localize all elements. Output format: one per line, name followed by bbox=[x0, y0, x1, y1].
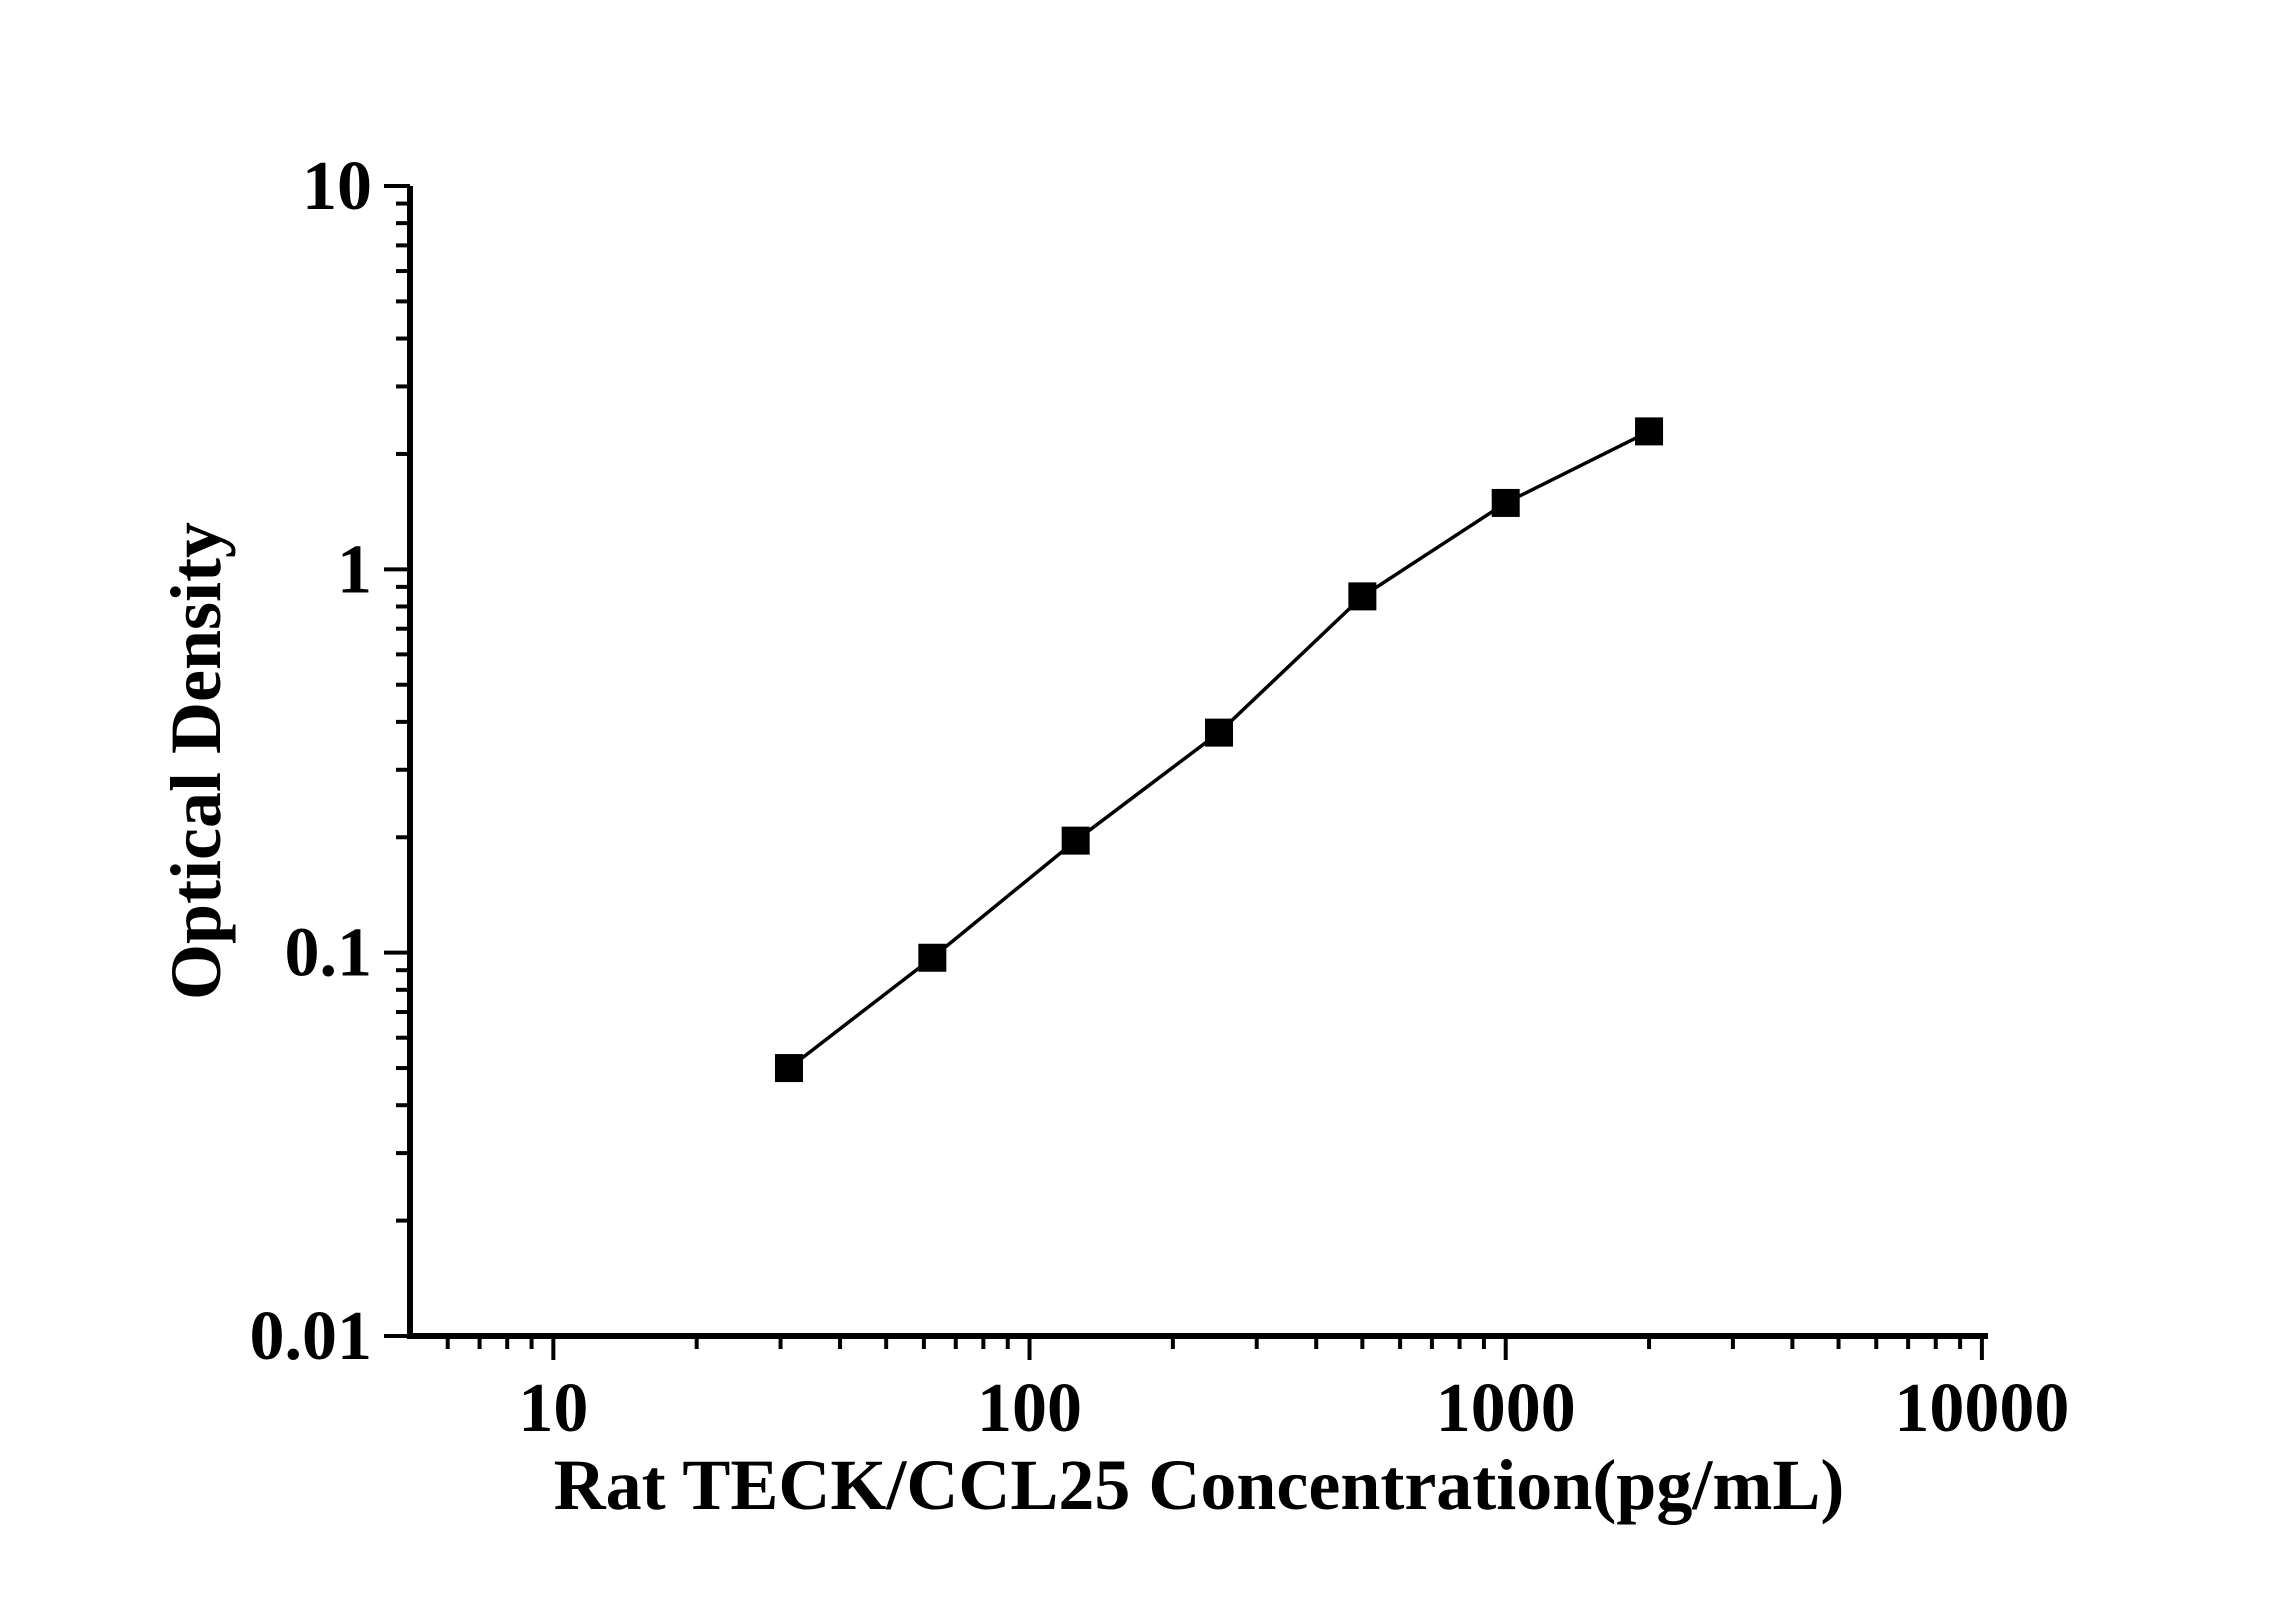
data-point-marker bbox=[1635, 417, 1664, 446]
plot-area: 10 100 1000 10000 0.01 0.1 1 10 bbox=[250, 148, 2070, 1447]
x-tick-label: 100 bbox=[977, 1370, 1082, 1447]
y-tick-label: 0.1 bbox=[285, 915, 373, 992]
data-point-marker bbox=[1491, 488, 1520, 517]
x-axis-title: Rat TECK/CCL25 Concentration(pg/mL) bbox=[554, 1445, 1845, 1525]
y-tick-label: 10 bbox=[302, 148, 372, 225]
y-axis-title: Optical Density bbox=[156, 522, 236, 1000]
data-point-marker bbox=[774, 1054, 803, 1083]
data-point-marker bbox=[1061, 826, 1090, 855]
data-point-marker bbox=[918, 943, 947, 972]
x-tick-label: 10 bbox=[518, 1370, 588, 1447]
data-point-marker bbox=[1348, 582, 1377, 611]
standard-curve-line bbox=[787, 429, 1650, 1070]
data-point-marker bbox=[1205, 718, 1234, 747]
y-tick-label: 0.01 bbox=[250, 1298, 373, 1375]
y-tick-label: 1 bbox=[337, 531, 372, 608]
x-tick-label: 1000 bbox=[1436, 1370, 1576, 1447]
x-tick-label: 10000 bbox=[1894, 1370, 2069, 1447]
